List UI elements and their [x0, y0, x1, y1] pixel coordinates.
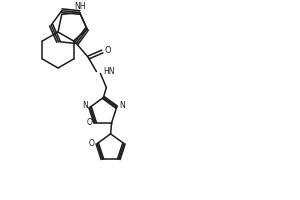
- Text: O: O: [104, 46, 111, 55]
- Text: HN: HN: [103, 67, 115, 76]
- Text: NH: NH: [74, 2, 85, 11]
- Text: N: N: [82, 101, 88, 110]
- Text: O: O: [88, 139, 94, 148]
- Text: O: O: [86, 118, 92, 127]
- Text: N: N: [119, 101, 124, 110]
